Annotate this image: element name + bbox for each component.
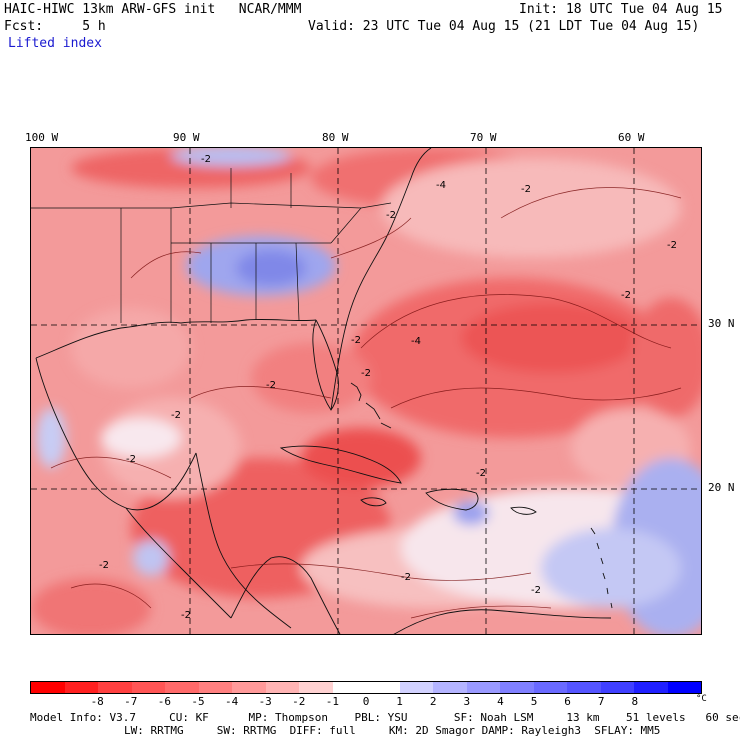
contour-label: -2 xyxy=(171,410,181,421)
contour-lines xyxy=(50,187,682,619)
state-borders xyxy=(31,168,392,323)
contour-label: -2 xyxy=(181,610,191,621)
colorbar-swatch xyxy=(64,682,98,693)
colorbar-tick-label: -1 xyxy=(325,695,340,708)
colorbar-unit: °C xyxy=(696,694,707,704)
contour-label: -2 xyxy=(667,240,677,251)
contour-label: -2 xyxy=(386,210,396,221)
contour-label: -4 xyxy=(411,336,421,347)
colorbar-swatch xyxy=(165,682,199,693)
colorbar-swatch xyxy=(567,682,601,693)
colorbar-swatch xyxy=(600,682,634,693)
coastlines xyxy=(35,148,613,634)
colorbar-tick-label: 4 xyxy=(497,695,504,708)
lon-label-90w: 90 W xyxy=(173,131,200,144)
contour-label: -4 xyxy=(436,180,446,191)
colorbar-swatch xyxy=(500,682,534,693)
colorbar-tick-label: -6 xyxy=(157,695,172,708)
lifted-index-map: -2 -2 -2 -2 -4 -2 -2 -2 -4 -2 -2 -2 -2 -… xyxy=(30,147,702,635)
lat-label-20n: 20 N xyxy=(708,481,735,494)
colorbar-swatch xyxy=(433,682,467,693)
colorbar-swatch xyxy=(131,682,165,693)
contour-label: -2 xyxy=(531,585,541,596)
contour-label: -2 xyxy=(351,335,361,346)
colorbar-swatch xyxy=(466,682,500,693)
colorbar-tick-label: 2 xyxy=(429,695,437,708)
colorbar-tick-label: 1 xyxy=(396,695,403,708)
lat-label-30n: 30 N xyxy=(708,317,735,330)
contour-label: -2 xyxy=(99,560,109,571)
colorbar-tick-label: 3 xyxy=(463,695,471,708)
colorbar-swatch xyxy=(265,682,299,693)
lon-label-100w: 100 W xyxy=(25,131,59,144)
colorbar-tick-label: -4 xyxy=(224,695,239,708)
lon-label-60w: 60 W xyxy=(618,131,645,144)
colorbar-tick-label: 7 xyxy=(597,695,605,708)
title-text: HAIC-HIWC 13km ARW-GFS init NCAR/MMM xyxy=(4,2,302,17)
colorbar-tick-label: -8 xyxy=(90,695,104,708)
contour-label: -2 xyxy=(521,184,531,195)
contour-label-group: -2 -2 -2 -2 -4 -2 -2 -2 -4 -2 -2 -2 -2 -… xyxy=(99,154,677,621)
colorbar-tick-label: -2 xyxy=(292,695,306,708)
colorbar-swatch xyxy=(366,682,400,693)
colorbar-swatch xyxy=(299,682,333,693)
colorbar-tick-label: 0 xyxy=(362,695,370,708)
model-info-line2: LW: RRTMG SW: RRTMG DIFF: full KM: 2D Sm… xyxy=(124,724,661,737)
colorbar-swatch xyxy=(98,682,132,693)
colorbar xyxy=(30,681,702,694)
field-name-text: Lifted index xyxy=(8,36,102,51)
contour-label: -2 xyxy=(401,572,411,583)
colorbar-swatch xyxy=(332,682,366,693)
colorbar-tick-label: 6 xyxy=(564,695,571,708)
colorbar-swatch xyxy=(667,682,701,693)
lon-label-70w: 70 W xyxy=(470,131,497,144)
contour-label: -2 xyxy=(126,454,136,465)
map-canvas: -2 -2 -2 -2 -4 -2 -2 -2 -4 -2 -2 -2 -2 -… xyxy=(31,148,701,634)
colorbar-tick-label: 5 xyxy=(530,695,538,708)
colorbar-swatch xyxy=(232,682,266,693)
contour-label: -2 xyxy=(201,154,211,165)
colorbar-swatch xyxy=(399,682,433,693)
colorbar-swatch xyxy=(198,682,232,693)
colorbar-tick-label: -7 xyxy=(124,695,138,708)
init-time-text: Init: 18 UTC Tue 04 Aug 15 xyxy=(519,2,723,17)
colorbar-swatch xyxy=(533,682,567,693)
colorbar-tick-label: -3 xyxy=(258,695,272,708)
model-info-line1: Model Info: V3.7 CU: KF MP: Thompson PBL… xyxy=(30,711,740,724)
valid-time-text: Valid: 23 UTC Tue 04 Aug 15 (21 LDT Tue … xyxy=(308,19,700,34)
field-shading xyxy=(31,148,701,634)
colorbar-tick-label: 8 xyxy=(631,695,639,708)
contour-label: -2 xyxy=(621,290,631,301)
lon-label-80w: 80 W xyxy=(322,131,349,144)
contour-label: -2 xyxy=(476,468,486,479)
colorbar-tick-label: -5 xyxy=(191,695,205,708)
colorbar-swatch xyxy=(31,682,65,693)
colorbar-swatch xyxy=(634,682,668,693)
contour-label: -2 xyxy=(361,368,371,379)
forecast-hour-text: Fcst: 5 h xyxy=(4,19,106,34)
contour-label: -2 xyxy=(266,380,276,391)
